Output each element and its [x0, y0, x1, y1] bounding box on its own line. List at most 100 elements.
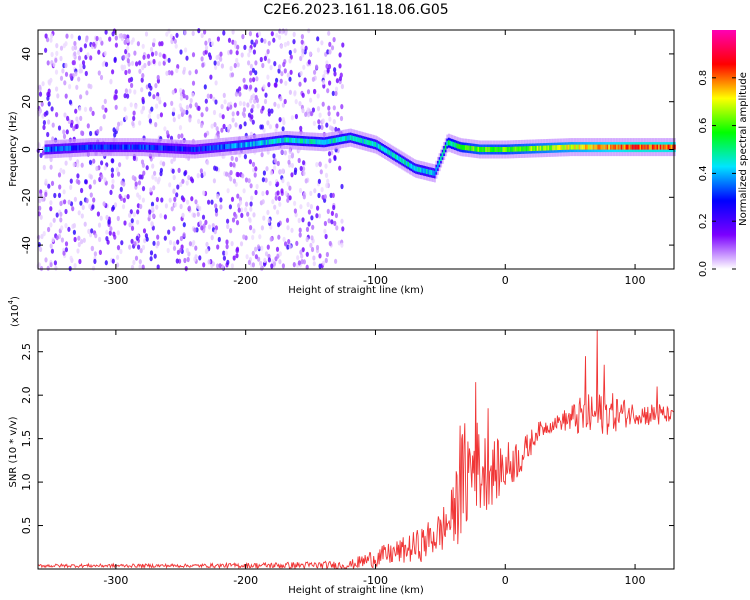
noise-cell — [220, 63, 224, 69]
noise-cell — [159, 213, 163, 219]
noise-cell — [191, 30, 195, 36]
noise-cell — [115, 167, 119, 173]
noise-cell — [98, 249, 102, 255]
noise-cell — [140, 87, 144, 93]
colorbar-tick-label: 0.2 — [698, 213, 709, 229]
trace-cell — [482, 147, 485, 152]
noise-cell — [50, 180, 55, 186]
noise-cell — [209, 93, 213, 99]
trace-cell — [229, 143, 232, 149]
snr-y-tick-label: 1.0 — [20, 473, 33, 491]
noise-cell — [185, 109, 189, 115]
noise-cell — [298, 187, 303, 194]
spectrogram-y-tick-label: -20 — [20, 188, 33, 206]
noise-cell — [265, 190, 269, 196]
noise-cell — [312, 255, 316, 261]
noise-cell — [338, 52, 342, 58]
noise-cell — [133, 241, 137, 247]
noise-cell — [173, 196, 177, 202]
trace-cell — [616, 144, 619, 150]
noise-cell — [227, 37, 232, 43]
trace-cell — [141, 144, 144, 150]
noise-cell — [215, 166, 219, 172]
trace-cell — [75, 145, 78, 151]
trace-cell — [315, 139, 318, 145]
noise-cell — [254, 39, 259, 45]
noise-cell — [276, 160, 280, 167]
noise-cell — [316, 106, 321, 112]
noise-cell — [176, 249, 180, 255]
noise-cell — [262, 170, 266, 176]
noise-cell — [282, 236, 286, 242]
noise-cell — [81, 204, 85, 210]
noise-cell — [124, 88, 128, 94]
trace-cell — [662, 144, 665, 150]
noise-cell — [235, 50, 239, 56]
trace-cell — [338, 137, 341, 142]
noise-cell — [39, 246, 43, 252]
noise-cell — [192, 212, 196, 218]
trace-cell — [270, 139, 273, 145]
noise-cell — [302, 259, 306, 265]
noise-cell — [77, 241, 81, 248]
noise-cell — [231, 29, 235, 35]
noise-cell — [42, 231, 46, 237]
trace-cell — [650, 144, 653, 150]
noise-cell — [156, 113, 160, 120]
noise-cell — [237, 207, 241, 213]
trace-cell — [222, 144, 225, 150]
noise-cell — [187, 205, 192, 211]
noise-cell — [64, 93, 68, 99]
snr-y-scale-exponent: 4 — [7, 299, 15, 304]
noise-cell — [283, 98, 287, 105]
noise-cell — [154, 50, 158, 57]
trace-cell — [628, 144, 631, 150]
noise-cell — [89, 174, 93, 180]
noise-cell — [126, 93, 130, 99]
trace-cell — [558, 145, 561, 150]
noise-cell — [80, 130, 84, 136]
trace-cell — [394, 154, 397, 160]
noise-cell — [46, 265, 50, 271]
trace-cell — [480, 147, 483, 152]
noise-cell — [59, 211, 63, 217]
noise-cell — [113, 202, 118, 208]
trace-cell — [268, 139, 271, 145]
noise-cell — [88, 203, 92, 209]
noise-cell — [307, 28, 311, 34]
noise-cell — [165, 70, 169, 76]
noise-cell — [275, 77, 279, 83]
noise-cell — [293, 208, 297, 214]
noise-cell — [47, 119, 51, 125]
noise-cell — [58, 184, 62, 190]
trace-cell — [390, 151, 393, 157]
trace-cell — [147, 144, 150, 150]
trace-cell — [486, 147, 489, 152]
noise-cell — [267, 111, 271, 117]
trace-cell — [195, 146, 198, 152]
noise-cell — [298, 232, 302, 238]
noise-cell — [42, 120, 47, 126]
noise-cell — [39, 192, 43, 198]
noise-cell — [228, 204, 232, 210]
noise-cell — [263, 98, 268, 105]
noise-cell — [160, 41, 164, 47]
trace-cell — [194, 147, 196, 152]
trace-cell — [494, 147, 497, 152]
noise-cell — [206, 160, 210, 166]
noise-cell — [194, 245, 198, 251]
noise-cell — [154, 176, 158, 182]
trace-cell — [317, 139, 320, 145]
trace-cell — [430, 170, 433, 176]
noise-cell — [290, 227, 294, 233]
noise-cell — [234, 156, 239, 162]
noise-cell — [172, 188, 176, 194]
noise-cell — [276, 103, 281, 109]
noise-cell — [208, 54, 212, 61]
trace-cell — [271, 139, 274, 144]
noise-cell — [121, 204, 126, 210]
noise-cell — [93, 258, 97, 264]
noise-cell — [337, 240, 341, 246]
trace-cell — [77, 145, 80, 151]
trace-cell — [435, 167, 438, 173]
